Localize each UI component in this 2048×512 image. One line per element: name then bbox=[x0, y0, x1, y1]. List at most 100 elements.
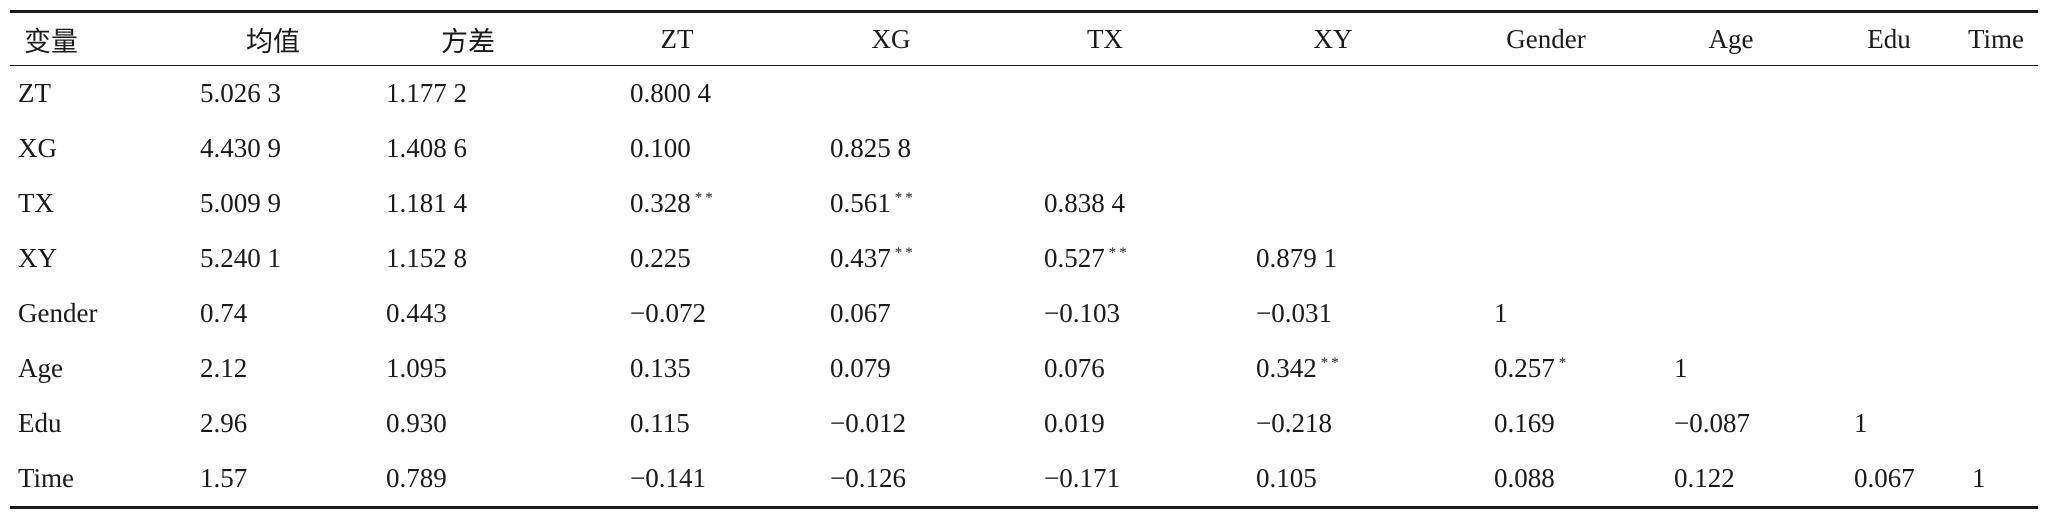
table-cell: 1.152 8 bbox=[366, 231, 570, 286]
table-cell: 0.328 ** bbox=[570, 176, 784, 231]
table-cell: 1.095 bbox=[366, 341, 570, 396]
cell-value: 0.079 bbox=[830, 353, 891, 383]
cell-value: 0.328 bbox=[630, 188, 691, 218]
correlation-table: 变量 均值 方差 ZT XG TX XY Gender Age Edu Time ZT 5.026 3… bbox=[10, 10, 2038, 509]
table-cell: 0.135 bbox=[570, 341, 784, 396]
cell-value: 0.838 4 bbox=[1044, 188, 1125, 218]
table-cell bbox=[1954, 231, 2038, 286]
table-cell bbox=[1638, 66, 1824, 122]
table-cell: 0.443 bbox=[366, 286, 570, 341]
table-cell: 2.12 bbox=[180, 341, 366, 396]
table-cell bbox=[1212, 176, 1454, 231]
cell-value: −0.126 bbox=[830, 463, 906, 493]
significance-marker: ** bbox=[694, 190, 716, 206]
cell-value: 0.527 bbox=[1044, 243, 1105, 273]
table-cell: −0.087 bbox=[1638, 396, 1824, 451]
table-cell bbox=[784, 66, 998, 122]
table-cell: 5.240 1 bbox=[180, 231, 366, 286]
table-cell: 0.122 bbox=[1638, 451, 1824, 508]
table-cell bbox=[1954, 286, 2038, 341]
cell-value: 5.026 3 bbox=[200, 78, 281, 108]
table-cell bbox=[1824, 286, 1954, 341]
cell-value: 0.342 bbox=[1256, 353, 1317, 383]
table-cell: 5.009 9 bbox=[180, 176, 366, 231]
table-cell bbox=[1638, 286, 1824, 341]
table-cell: 1.408 6 bbox=[366, 121, 570, 176]
table-cell: 1.177 2 bbox=[366, 66, 570, 122]
table-cell bbox=[1824, 176, 1954, 231]
cell-value: 0.789 bbox=[386, 463, 447, 493]
cell-value: 0.135 bbox=[630, 353, 691, 383]
table-cell: −0.012 bbox=[784, 396, 998, 451]
table-cell bbox=[1954, 341, 2038, 396]
column-header: Age bbox=[1708, 23, 1754, 54]
table-cell bbox=[1638, 231, 1824, 286]
cell-value: 1.152 8 bbox=[386, 243, 467, 273]
table-row: Time 1.57 0.789 −0.141 −0.126 −0.171 0.105 0.08… bbox=[10, 451, 2038, 508]
cell-value: 1 bbox=[1854, 408, 1868, 438]
cell-value: 0.930 bbox=[386, 408, 447, 438]
row-label: XY bbox=[18, 243, 57, 273]
column-header: Time bbox=[1967, 23, 2025, 54]
table-cell: 0.930 bbox=[366, 396, 570, 451]
cell-value: 0.019 bbox=[1044, 408, 1105, 438]
column-header: 均值 bbox=[246, 26, 300, 57]
cell-value: −0.012 bbox=[830, 408, 906, 438]
row-label: Time bbox=[18, 463, 75, 493]
significance-marker: ** bbox=[894, 245, 916, 261]
table-cell: 4.430 9 bbox=[180, 121, 366, 176]
row-label: Gender bbox=[18, 298, 98, 328]
column-header: 方差 bbox=[441, 26, 495, 57]
cell-value: −0.087 bbox=[1674, 408, 1750, 438]
table-header: 变量 均值 方差 ZT XG TX XY Gender Age Edu Time bbox=[10, 11, 2038, 66]
cell-value: 1.095 bbox=[386, 353, 447, 383]
cell-value: 0.74 bbox=[200, 298, 248, 328]
cell-value: 5.240 1 bbox=[200, 243, 281, 273]
table-row: ZT 5.026 3 1.177 2 0.800 4 bbox=[10, 66, 2038, 122]
table-cell: 0.225 bbox=[570, 231, 784, 286]
table-cell: 0.527 ** bbox=[998, 231, 1212, 286]
table-cell: 0.067 bbox=[784, 286, 998, 341]
significance-marker: * bbox=[1558, 355, 1570, 371]
table-cell: 0.019 bbox=[998, 396, 1212, 451]
cell-value: 1.408 6 bbox=[386, 133, 467, 163]
cell-value: 1 bbox=[1674, 353, 1688, 383]
cell-value: 0.800 4 bbox=[630, 78, 711, 108]
cell-value: 1 bbox=[1494, 298, 1508, 328]
table-cell bbox=[1824, 66, 1954, 122]
table-cell bbox=[1824, 121, 1954, 176]
cell-value: 0.076 bbox=[1044, 353, 1105, 383]
table-cell: 1 bbox=[1638, 341, 1824, 396]
cell-value: −0.218 bbox=[1256, 408, 1332, 438]
cell-value: 1.57 bbox=[200, 463, 248, 493]
table-cell: 0.437 ** bbox=[784, 231, 998, 286]
cell-value: 0.122 bbox=[1674, 463, 1735, 493]
column-header: Gender bbox=[1506, 23, 1586, 54]
table-cell: 0.115 bbox=[570, 396, 784, 451]
column-header: XY bbox=[1313, 23, 1353, 54]
cell-value: 0.443 bbox=[386, 298, 447, 328]
cell-value: 0.169 bbox=[1494, 408, 1555, 438]
table-cell bbox=[1824, 231, 1954, 286]
column-header: XG bbox=[871, 23, 911, 54]
table-cell: 1.181 4 bbox=[366, 176, 570, 231]
cell-value: −0.072 bbox=[630, 298, 706, 328]
table-cell: 0.169 bbox=[1454, 396, 1638, 451]
cell-value: 5.009 9 bbox=[200, 188, 281, 218]
row-label: ZT bbox=[18, 78, 51, 108]
table-row: XY 5.240 1 1.152 8 0.225 0.437 ** 0.527 ** 0.879… bbox=[10, 231, 2038, 286]
row-label: XG bbox=[18, 133, 57, 163]
cell-value: 0.105 bbox=[1256, 463, 1317, 493]
table-cell bbox=[998, 121, 1212, 176]
table-cell bbox=[1212, 121, 1454, 176]
table-cell: 0.74 bbox=[180, 286, 366, 341]
table-cell: 0.342 ** bbox=[1212, 341, 1454, 396]
cell-value: −0.171 bbox=[1044, 463, 1120, 493]
table-cell bbox=[1454, 66, 1638, 122]
cell-value: 1.181 4 bbox=[386, 188, 467, 218]
table-cell: 0.088 bbox=[1454, 451, 1638, 508]
cell-value: −0.103 bbox=[1044, 298, 1120, 328]
table-cell: −0.126 bbox=[784, 451, 998, 508]
table-cell: 0.067 bbox=[1824, 451, 1954, 508]
cell-value: 0.879 1 bbox=[1256, 243, 1337, 273]
